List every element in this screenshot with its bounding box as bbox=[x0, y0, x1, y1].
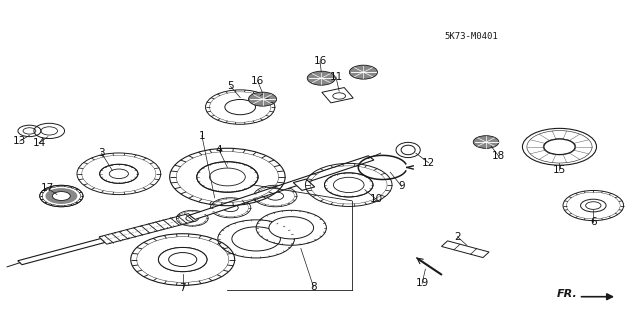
Circle shape bbox=[333, 177, 364, 193]
Text: 18: 18 bbox=[492, 151, 506, 161]
Circle shape bbox=[109, 169, 129, 179]
Circle shape bbox=[52, 192, 70, 200]
Circle shape bbox=[159, 248, 207, 271]
Text: 16: 16 bbox=[251, 76, 264, 86]
Circle shape bbox=[269, 217, 314, 239]
Text: 2: 2 bbox=[454, 232, 461, 242]
Circle shape bbox=[186, 215, 198, 221]
Text: 9: 9 bbox=[399, 182, 405, 191]
Circle shape bbox=[473, 136, 499, 148]
Text: 11: 11 bbox=[330, 72, 342, 82]
Text: 4: 4 bbox=[216, 145, 223, 155]
Polygon shape bbox=[189, 156, 374, 219]
Polygon shape bbox=[293, 179, 315, 190]
Circle shape bbox=[324, 173, 373, 197]
Text: FR.: FR. bbox=[556, 288, 577, 299]
Text: 12: 12 bbox=[422, 158, 435, 168]
Text: 5K73-M0401: 5K73-M0401 bbox=[445, 32, 499, 41]
Circle shape bbox=[159, 248, 207, 271]
Text: 8: 8 bbox=[310, 282, 317, 292]
Circle shape bbox=[45, 188, 77, 204]
Circle shape bbox=[543, 139, 576, 155]
Text: 17: 17 bbox=[41, 183, 54, 193]
Text: 10: 10 bbox=[370, 194, 383, 204]
Polygon shape bbox=[322, 87, 353, 103]
Text: 15: 15 bbox=[553, 165, 566, 175]
Circle shape bbox=[196, 162, 258, 192]
Text: 5: 5 bbox=[227, 81, 234, 92]
Text: 13: 13 bbox=[13, 136, 26, 146]
Circle shape bbox=[544, 139, 575, 154]
Circle shape bbox=[307, 71, 335, 85]
Text: 19: 19 bbox=[415, 278, 429, 288]
Circle shape bbox=[223, 204, 238, 211]
Text: 14: 14 bbox=[33, 138, 45, 148]
Circle shape bbox=[52, 192, 70, 200]
Circle shape bbox=[100, 164, 138, 183]
Polygon shape bbox=[18, 239, 105, 265]
Polygon shape bbox=[442, 241, 489, 257]
Circle shape bbox=[580, 199, 606, 212]
Text: 1: 1 bbox=[198, 131, 205, 141]
Circle shape bbox=[248, 92, 276, 106]
Text: 6: 6 bbox=[590, 217, 596, 227]
Circle shape bbox=[225, 100, 255, 115]
Circle shape bbox=[169, 253, 196, 267]
Circle shape bbox=[349, 65, 378, 79]
Polygon shape bbox=[99, 214, 196, 244]
Text: 3: 3 bbox=[99, 148, 105, 158]
Text: 7: 7 bbox=[179, 283, 186, 293]
Circle shape bbox=[209, 168, 245, 186]
Text: 16: 16 bbox=[314, 56, 326, 66]
Circle shape bbox=[232, 227, 280, 251]
Circle shape bbox=[267, 192, 284, 200]
